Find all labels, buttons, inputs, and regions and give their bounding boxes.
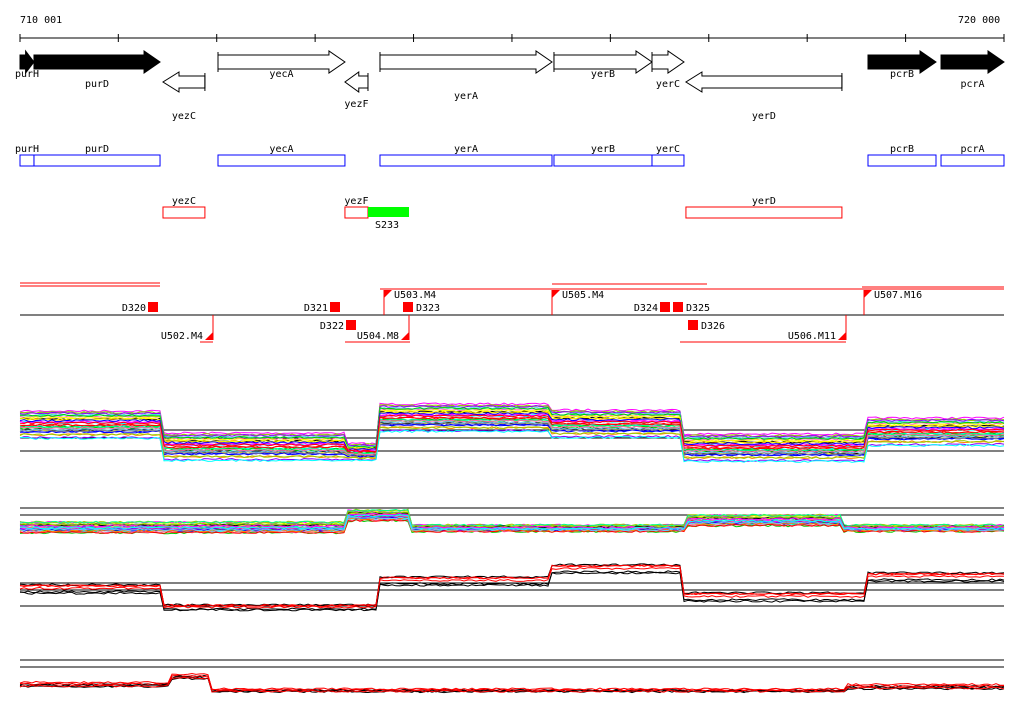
gene-box-label: yerB <box>591 144 615 155</box>
up-label: U503.M4 <box>394 290 436 301</box>
gene-box-label: yerD <box>752 196 776 207</box>
feature-label: S233 <box>375 220 399 231</box>
gene-label: yerB <box>591 69 615 80</box>
expression-trace <box>19 406 1005 448</box>
expression-trace <box>19 676 1005 693</box>
down-label: D322 <box>320 321 344 332</box>
gene-box-pcrA[interactable] <box>940 154 1005 167</box>
gene-box-label: yezF <box>344 196 368 207</box>
gene-box-yerA[interactable] <box>379 154 553 167</box>
up-label: U504.M8 <box>357 331 399 342</box>
gene-arrow-yerD[interactable] <box>684 71 843 93</box>
downstream-site[interactable] <box>148 302 158 312</box>
gene-arrow-purH[interactable] <box>19 49 35 75</box>
expression-trace <box>19 677 1005 694</box>
expression-traces <box>19 402 1005 694</box>
gene-box-track: purH purD yezC yecA yezF yerA yerB yerC yerD pcrB… <box>15 144 1005 219</box>
gene-box-yerC[interactable] <box>651 154 685 167</box>
expression-trace <box>19 426 1005 460</box>
gene-box-label: yezC <box>172 196 196 207</box>
gene-box-pcrB[interactable] <box>867 154 937 167</box>
gene-label: yezF <box>344 99 368 110</box>
up-label: U502.M4 <box>161 331 203 342</box>
coordinate-axis: 710 001 720 000 <box>19 15 1005 42</box>
gene-arrow-yerC[interactable] <box>651 50 685 74</box>
gene-arrow-yezF[interactable] <box>344 71 369 93</box>
expression-trace <box>19 414 1005 453</box>
expression-trace <box>19 567 1005 609</box>
gene-arrow-pcrB[interactable] <box>867 50 937 74</box>
gene-label: yezC <box>172 111 196 122</box>
expression-trace <box>19 416 1005 454</box>
down-label: D320 <box>122 303 146 314</box>
down-label: D321 <box>304 303 328 314</box>
expression-trace <box>19 404 1005 446</box>
gene-label: pcrA <box>960 79 984 90</box>
gene-label: pcrB <box>890 69 914 80</box>
expression-trace <box>19 426 1005 460</box>
expression-trace <box>19 429 1005 463</box>
gene-arrow-purD[interactable] <box>33 50 161 74</box>
down-label: D326 <box>701 321 725 332</box>
gene-box-yerB[interactable] <box>553 154 653 167</box>
gene-label: yerC <box>656 79 680 90</box>
gene-label: purH <box>15 69 39 80</box>
downstream-site[interactable] <box>673 302 683 312</box>
down-label: D323 <box>416 303 440 314</box>
expression-trace <box>19 419 1005 456</box>
gene-box-label: purD <box>85 144 109 155</box>
gene-box-label: purH <box>15 144 39 155</box>
gene-box-label: pcrB <box>890 144 914 155</box>
gene-box-purH[interactable] <box>19 154 35 167</box>
expression-trace <box>19 516 1005 532</box>
gene-label: purD <box>85 79 109 90</box>
gene-box-yerD[interactable] <box>685 206 843 219</box>
expression-trace <box>19 428 1005 462</box>
gene-arrow-yerA[interactable] <box>379 50 553 74</box>
downstream-site[interactable] <box>346 320 356 330</box>
gene-label: yerD <box>752 111 776 122</box>
up-label: U506.M11 <box>788 331 836 342</box>
axis-end-label: 720 000 <box>958 15 1000 26</box>
expression-trace <box>19 422 1005 457</box>
gene-box-yecA[interactable] <box>217 154 346 167</box>
expression-trace <box>19 413 1005 452</box>
regulatory-track: D320 D321 D322 D323 D324 D325 D326 U502.M4 U503.… <box>20 282 1004 343</box>
gene-box-label: yecA <box>269 144 293 155</box>
up-label: U507.M16 <box>874 290 922 301</box>
gene-box-label: yerA <box>454 144 478 155</box>
expression-trace <box>19 410 1005 450</box>
gene-box-label: pcrA <box>960 144 984 155</box>
gene-arrow-pcrA[interactable] <box>940 50 1005 74</box>
gene-box-purD[interactable] <box>33 154 161 167</box>
gene-label: yerA <box>454 91 478 102</box>
gene-arrow-yezC[interactable] <box>162 71 206 93</box>
expression-trace <box>19 508 1005 527</box>
down-label: D325 <box>686 303 710 314</box>
gene-box-label: yerC <box>656 144 680 155</box>
gene-box-yezC[interactable] <box>162 206 206 219</box>
gene-box-yezF[interactable] <box>344 206 369 219</box>
downstream-site[interactable] <box>330 302 340 312</box>
downstream-site[interactable] <box>403 302 413 312</box>
down-label: D324 <box>634 303 658 314</box>
downstream-site[interactable] <box>688 320 698 330</box>
gene-label: yecA <box>269 69 293 80</box>
gene-arrow-track: purH purD yezC yecA yezF yerA yerB yerC yerD pcrB… <box>15 49 1005 122</box>
feature-s233: S233 <box>368 207 409 231</box>
expression-trace <box>19 404 1005 447</box>
expression-trace <box>19 571 1005 612</box>
gene-arrow-yecA[interactable] <box>217 50 346 74</box>
gene-arrow-yerB[interactable] <box>553 50 653 74</box>
expression-trace <box>19 672 1004 691</box>
expression-trace <box>19 512 1005 529</box>
up-label: U505.M4 <box>562 290 604 301</box>
expression-trace <box>19 514 1005 530</box>
downstream-site[interactable] <box>660 302 670 312</box>
axis-start-label: 710 001 <box>20 15 62 26</box>
